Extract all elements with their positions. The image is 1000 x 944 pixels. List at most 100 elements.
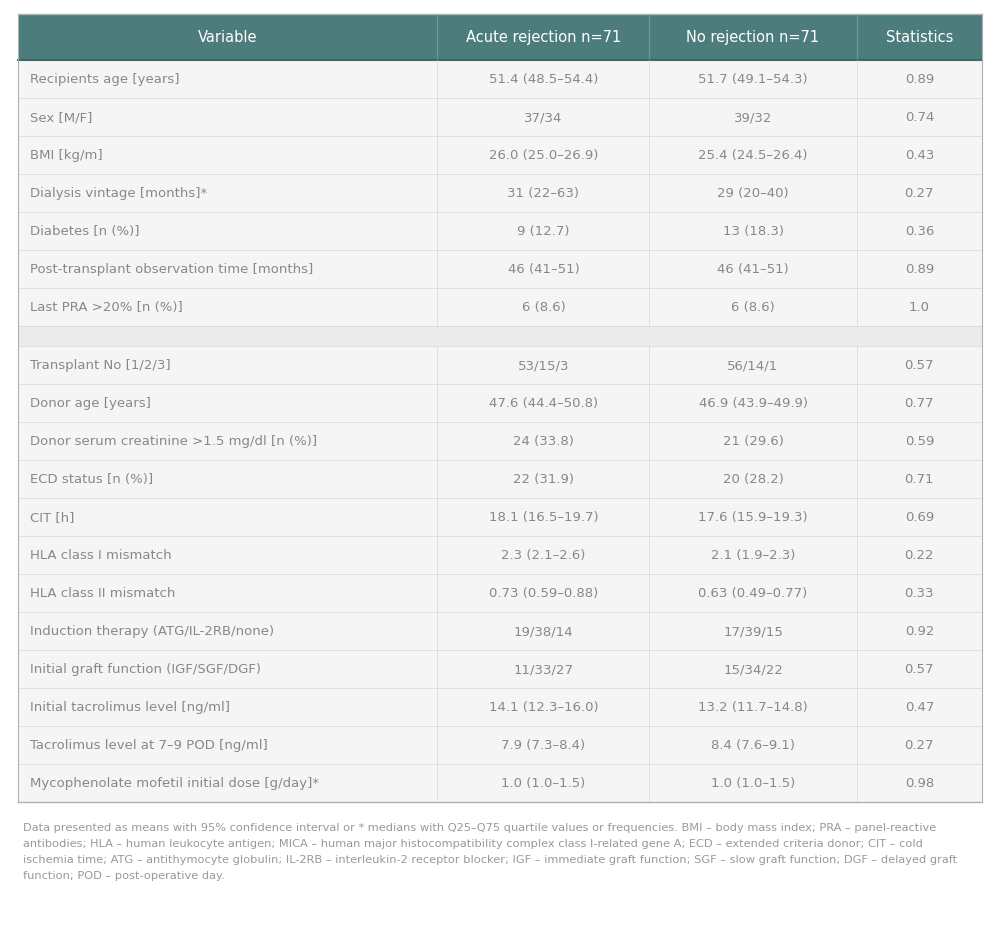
Text: Induction therapy (ATG/IL-2RB/none): Induction therapy (ATG/IL-2RB/none) (30, 625, 274, 638)
Text: 25.4 (24.5–26.4): 25.4 (24.5–26.4) (698, 149, 808, 162)
Text: Tacrolimus level at 7–9 POD [ng/ml]: Tacrolimus level at 7–9 POD [ng/ml] (30, 739, 268, 751)
Text: 46.9 (43.9–49.9): 46.9 (43.9–49.9) (699, 397, 808, 410)
Text: Initial graft function (IGF/SGF/DGF): Initial graft function (IGF/SGF/DGF) (30, 663, 261, 676)
Bar (18, 175, 982, 212)
Bar (18, 61, 982, 99)
Text: 46 (41–51): 46 (41–51) (717, 263, 789, 277)
Bar (18, 726, 982, 765)
Text: 29 (20–40): 29 (20–40) (717, 187, 789, 200)
Text: 2.3 (2.1–2.6): 2.3 (2.1–2.6) (501, 548, 586, 562)
Bar (18, 137, 982, 175)
Text: CIT [h]: CIT [h] (30, 511, 74, 524)
Text: 0.27: 0.27 (905, 739, 934, 751)
Text: antibodies; HLA – human leukocyte antigen; MICA – human major histocompatibility: antibodies; HLA – human leukocyte antige… (23, 838, 923, 848)
Text: 0.74: 0.74 (905, 111, 934, 125)
Text: No rejection n=71: No rejection n=71 (686, 30, 820, 45)
Text: Transplant No [1/2/3]: Transplant No [1/2/3] (30, 359, 171, 372)
Text: 0.47: 0.47 (905, 700, 934, 714)
Text: Mycophenolate mofetil initial dose [g/day]*: Mycophenolate mofetil initial dose [g/da… (30, 777, 319, 790)
Text: 0.77: 0.77 (905, 397, 934, 410)
Text: 1.0 (1.0–1.5): 1.0 (1.0–1.5) (711, 777, 795, 790)
Bar (18, 688, 982, 726)
Text: HLA class II mismatch: HLA class II mismatch (30, 587, 175, 599)
Text: Diabetes [n (%)]: Diabetes [n (%)] (30, 226, 140, 238)
Text: 15/34/22: 15/34/22 (723, 663, 783, 676)
Text: 1.0 (1.0–1.5): 1.0 (1.0–1.5) (501, 777, 586, 790)
Text: Data presented as means with 95% confidence interval or * medians with Q25–Q75 q: Data presented as means with 95% confide… (23, 822, 936, 832)
Text: 0.73 (0.59–0.88): 0.73 (0.59–0.88) (489, 587, 598, 599)
Text: 1.0: 1.0 (909, 301, 930, 314)
Text: 20 (28.2): 20 (28.2) (723, 473, 783, 486)
Text: 0.43: 0.43 (905, 149, 934, 162)
Bar (18, 765, 982, 802)
Text: 37/34: 37/34 (524, 111, 563, 125)
Bar (18, 574, 982, 613)
Text: 7.9 (7.3–8.4): 7.9 (7.3–8.4) (501, 739, 585, 751)
Text: 0.89: 0.89 (905, 74, 934, 87)
Text: 17.6 (15.9–19.3): 17.6 (15.9–19.3) (698, 511, 808, 524)
Bar (18, 99, 982, 137)
Text: 26.0 (25.0–26.9): 26.0 (25.0–26.9) (489, 149, 598, 162)
Text: 0.36: 0.36 (905, 226, 934, 238)
Text: 21 (29.6): 21 (29.6) (723, 435, 783, 448)
Text: 18.1 (16.5–19.7): 18.1 (16.5–19.7) (489, 511, 598, 524)
Bar (18, 384, 982, 423)
Bar (18, 536, 982, 574)
Text: 6 (8.6): 6 (8.6) (731, 301, 775, 314)
Bar (18, 289, 982, 327)
Text: 0.22: 0.22 (905, 548, 934, 562)
Text: Initial tacrolimus level [ng/ml]: Initial tacrolimus level [ng/ml] (30, 700, 230, 714)
Text: 0.69: 0.69 (905, 511, 934, 524)
Text: Sex [M/F]: Sex [M/F] (30, 111, 92, 125)
Text: 9 (12.7): 9 (12.7) (517, 226, 570, 238)
Bar (18, 212, 982, 251)
Bar (18, 15, 982, 61)
Text: 56/14/1: 56/14/1 (727, 359, 779, 372)
Text: 31 (22–63): 31 (22–63) (507, 187, 579, 200)
Text: 0.71: 0.71 (905, 473, 934, 486)
Text: 13 (18.3): 13 (18.3) (723, 226, 784, 238)
Text: 53/15/3: 53/15/3 (518, 359, 569, 372)
Text: Acute rejection n=71: Acute rejection n=71 (466, 30, 621, 45)
Text: 0.59: 0.59 (905, 435, 934, 448)
Text: Statistics: Statistics (886, 30, 953, 45)
Text: 0.57: 0.57 (905, 663, 934, 676)
Text: function; POD – post-operative day.: function; POD – post-operative day. (23, 870, 225, 880)
Bar (18, 498, 982, 536)
Text: 0.98: 0.98 (905, 777, 934, 790)
Text: Donor serum creatinine >1.5 mg/dl [n (%)]: Donor serum creatinine >1.5 mg/dl [n (%)… (30, 435, 317, 448)
Text: 0.27: 0.27 (905, 187, 934, 200)
Bar (18, 251, 982, 289)
Bar (18, 461, 982, 498)
Text: Dialysis vintage [months]*: Dialysis vintage [months]* (30, 187, 207, 200)
Text: 24 (33.8): 24 (33.8) (513, 435, 574, 448)
Text: 8.4 (7.6–9.1): 8.4 (7.6–9.1) (711, 739, 795, 751)
Text: 14.1 (12.3–16.0): 14.1 (12.3–16.0) (489, 700, 598, 714)
Text: 46 (41–51): 46 (41–51) (508, 263, 579, 277)
Text: 11/33/27: 11/33/27 (513, 663, 573, 676)
Text: 19/38/14: 19/38/14 (514, 625, 573, 638)
Text: 51.7 (49.1–54.3): 51.7 (49.1–54.3) (698, 74, 808, 87)
Text: 13.2 (11.7–14.8): 13.2 (11.7–14.8) (698, 700, 808, 714)
Bar (18, 423, 982, 461)
Text: 0.57: 0.57 (905, 359, 934, 372)
Text: 22 (31.9): 22 (31.9) (513, 473, 574, 486)
Text: Last PRA >20% [n (%)]: Last PRA >20% [n (%)] (30, 301, 183, 314)
Text: BMI [kg/m]: BMI [kg/m] (30, 149, 103, 162)
Text: ECD status [n (%)]: ECD status [n (%)] (30, 473, 153, 486)
Bar (18, 613, 982, 650)
Text: 6 (8.6): 6 (8.6) (522, 301, 565, 314)
Text: 2.1 (1.9–2.3): 2.1 (1.9–2.3) (711, 548, 795, 562)
Text: 0.33: 0.33 (905, 587, 934, 599)
Text: Variable: Variable (198, 30, 257, 45)
Text: 0.89: 0.89 (905, 263, 934, 277)
Text: 39/32: 39/32 (734, 111, 772, 125)
Text: 47.6 (44.4–50.8): 47.6 (44.4–50.8) (489, 397, 598, 410)
Bar (18, 327, 982, 346)
Text: Donor age [years]: Donor age [years] (30, 397, 151, 410)
Text: 0.63 (0.49–0.77): 0.63 (0.49–0.77) (698, 587, 808, 599)
Text: HLA class I mismatch: HLA class I mismatch (30, 548, 172, 562)
Text: 0.92: 0.92 (905, 625, 934, 638)
Bar (18, 650, 982, 688)
Text: 17/39/15: 17/39/15 (723, 625, 783, 638)
